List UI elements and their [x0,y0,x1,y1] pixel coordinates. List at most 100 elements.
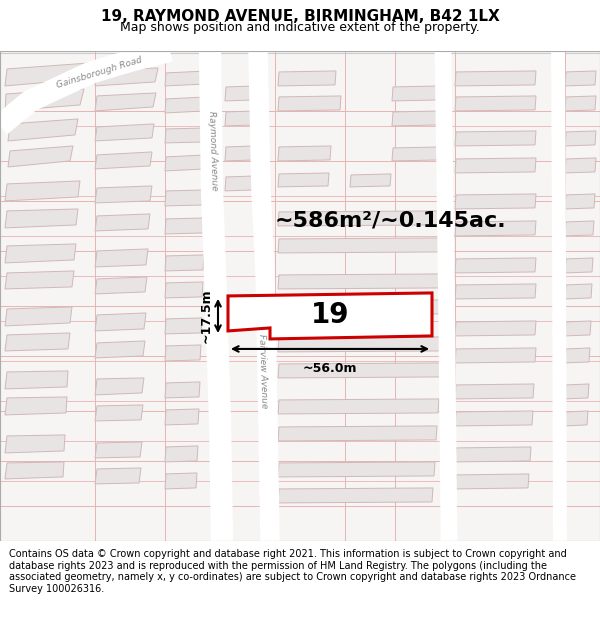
Polygon shape [95,378,144,395]
Polygon shape [95,442,142,458]
Polygon shape [565,284,592,299]
Polygon shape [565,71,596,86]
Polygon shape [5,307,72,326]
Polygon shape [8,146,73,167]
Polygon shape [95,341,145,358]
Polygon shape [165,473,197,489]
Polygon shape [565,384,589,399]
Polygon shape [95,277,147,294]
Polygon shape [278,426,437,441]
Polygon shape [455,474,529,489]
Polygon shape [165,382,200,398]
Polygon shape [278,337,441,352]
Polygon shape [228,293,432,339]
Polygon shape [165,282,203,298]
Polygon shape [5,462,64,479]
Text: ~17.5m: ~17.5m [200,289,213,343]
Polygon shape [165,218,205,234]
Polygon shape [5,63,90,86]
Polygon shape [455,194,536,209]
Polygon shape [565,158,596,173]
Polygon shape [278,96,341,111]
Polygon shape [455,158,536,173]
Polygon shape [278,462,435,477]
Polygon shape [5,435,65,453]
Polygon shape [455,348,536,363]
Polygon shape [165,409,199,425]
Polygon shape [278,71,336,86]
Text: Fairview Avenue: Fairview Avenue [257,334,269,408]
Polygon shape [455,321,536,336]
Polygon shape [165,97,207,113]
Polygon shape [565,131,596,146]
Polygon shape [165,318,202,334]
Polygon shape [565,221,594,236]
Polygon shape [165,128,207,143]
Polygon shape [565,348,590,363]
Polygon shape [95,93,156,111]
Polygon shape [565,321,591,336]
Polygon shape [5,397,67,415]
Polygon shape [95,249,148,267]
Polygon shape [278,173,329,187]
Text: 19: 19 [311,301,349,329]
Polygon shape [5,244,76,263]
Polygon shape [225,111,256,126]
Polygon shape [5,333,70,351]
Polygon shape [95,405,143,421]
Polygon shape [95,186,152,203]
Polygon shape [455,96,536,111]
Polygon shape [278,488,433,503]
Text: 19, RAYMOND AVENUE, BIRMINGHAM, B42 1LX: 19, RAYMOND AVENUE, BIRMINGHAM, B42 1LX [101,9,499,24]
Polygon shape [278,399,439,414]
Polygon shape [225,176,256,191]
Polygon shape [455,411,533,426]
Polygon shape [5,371,68,389]
Polygon shape [392,111,441,126]
Polygon shape [165,71,208,86]
Polygon shape [8,119,78,141]
Text: ~56.0m: ~56.0m [303,362,357,375]
Polygon shape [278,274,441,289]
Polygon shape [95,468,141,484]
Polygon shape [392,147,441,161]
Polygon shape [95,124,154,141]
Polygon shape [5,181,80,201]
Polygon shape [95,313,146,331]
Polygon shape [278,211,441,226]
Polygon shape [455,71,536,86]
Polygon shape [225,146,256,161]
Polygon shape [95,214,150,231]
Text: Gainsborough Road: Gainsborough Road [55,56,143,90]
Text: Map shows position and indicative extent of the property.: Map shows position and indicative extent… [120,21,480,34]
Polygon shape [5,271,74,289]
Polygon shape [565,411,588,426]
Polygon shape [455,258,536,273]
Text: Raymond Avenue: Raymond Avenue [207,111,219,191]
Polygon shape [225,86,256,101]
Polygon shape [455,221,536,236]
Polygon shape [455,447,531,462]
Polygon shape [392,86,441,101]
Polygon shape [565,258,593,273]
Polygon shape [455,131,536,146]
Polygon shape [5,209,78,228]
Text: Contains OS data © Crown copyright and database right 2021. This information is : Contains OS data © Crown copyright and d… [9,549,576,594]
Polygon shape [278,300,441,315]
Polygon shape [95,152,152,169]
Polygon shape [455,384,534,399]
Polygon shape [278,238,441,253]
Polygon shape [5,89,84,111]
Polygon shape [165,155,206,171]
Polygon shape [278,363,441,378]
Text: ~586m²/~0.145ac.: ~586m²/~0.145ac. [274,211,506,231]
Polygon shape [165,255,204,271]
Polygon shape [165,345,201,361]
Polygon shape [95,68,158,86]
Polygon shape [455,284,536,299]
Polygon shape [278,146,331,161]
Polygon shape [565,194,595,209]
Polygon shape [165,190,206,206]
Polygon shape [565,96,596,111]
Polygon shape [350,174,391,187]
